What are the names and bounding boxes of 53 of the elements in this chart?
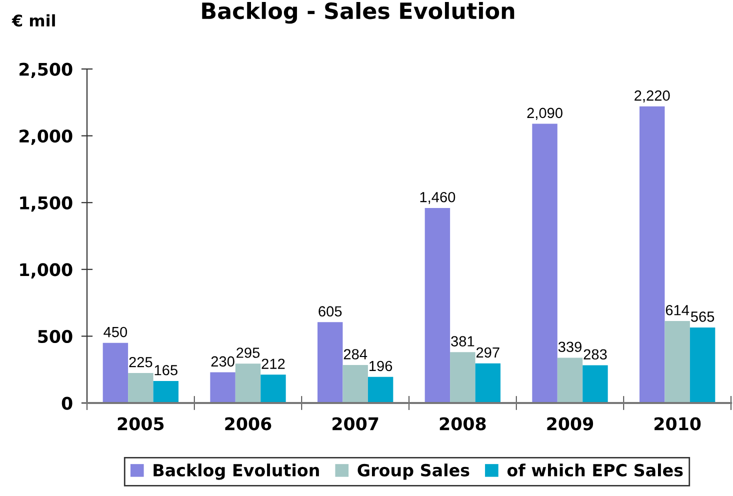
x-tick-label: 2008 xyxy=(440,417,486,430)
data-label: 230 xyxy=(211,356,234,367)
bar xyxy=(424,208,450,403)
bar xyxy=(664,320,690,403)
bar xyxy=(342,365,368,403)
bar xyxy=(153,380,178,403)
data-label: 2,090 xyxy=(527,108,562,120)
legend-label: of which EPC Sales xyxy=(507,464,683,476)
data-label: 284 xyxy=(344,349,368,360)
bar xyxy=(235,364,261,403)
data-label: 2,220 xyxy=(634,90,670,102)
bar xyxy=(532,124,558,403)
data-label: 225 xyxy=(129,356,152,368)
data-label: 165 xyxy=(154,364,178,376)
y-tick-label: 1,500 xyxy=(20,196,72,212)
legend-label: Backlog Evolution xyxy=(154,464,319,480)
data-label: 614 xyxy=(666,304,690,316)
x-tick-label: 2007 xyxy=(332,417,378,430)
data-label: 196 xyxy=(370,360,392,372)
bar xyxy=(475,363,500,403)
bar xyxy=(640,106,665,403)
bar xyxy=(557,358,583,403)
data-label: 565 xyxy=(690,312,714,322)
bar xyxy=(260,374,286,403)
data-label: 283 xyxy=(584,349,607,360)
bar xyxy=(582,365,608,403)
data-label: 450 xyxy=(104,326,128,338)
y-axis-title: € mil xyxy=(12,14,55,27)
bar xyxy=(690,328,716,403)
bar xyxy=(318,322,343,403)
x-tick-label: 2006 xyxy=(225,417,272,430)
data-label: 297 xyxy=(476,347,500,358)
y-tick-label: 2,000 xyxy=(20,130,72,145)
data-label: 339 xyxy=(558,342,582,352)
x-tick-label: 2009 xyxy=(547,417,594,430)
y-tick-label: 1,000 xyxy=(20,263,72,278)
bar xyxy=(450,352,476,403)
data-label: 212 xyxy=(262,358,285,369)
bar xyxy=(102,342,128,403)
data-label: 1,460 xyxy=(420,192,456,204)
x-tick-label: 2005 xyxy=(118,417,164,430)
y-tick-label: 0 xyxy=(62,396,72,410)
y-tick-label: 2,500 xyxy=(20,62,72,78)
chart-title: Backlog - Sales Evolution xyxy=(202,2,514,24)
bar xyxy=(128,372,154,403)
bar xyxy=(368,376,394,403)
x-tick-label: 2010 xyxy=(654,417,701,430)
bar xyxy=(210,372,236,403)
y-tick-label: 500 xyxy=(38,330,72,344)
data-label: 381 xyxy=(451,336,474,346)
legend-label: Group Sales xyxy=(358,464,470,480)
data-label: 295 xyxy=(236,348,260,358)
data-label: 605 xyxy=(318,306,342,317)
